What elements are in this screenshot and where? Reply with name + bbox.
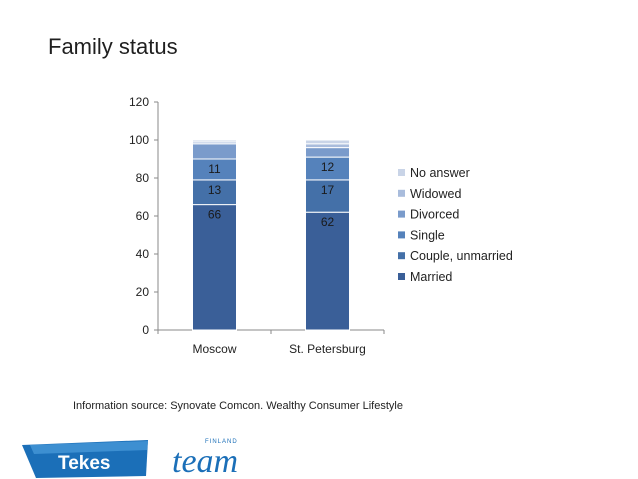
legend-label: Single [410, 228, 445, 242]
x-tick-label: St. Petersburg [289, 342, 366, 356]
bar-data-label: 66 [208, 208, 222, 222]
legend-swatch [398, 169, 405, 176]
bar-segment [305, 139, 350, 145]
footer-logos: Tekes team FINLAND [22, 439, 238, 479]
bar-data-label: 17 [321, 183, 335, 197]
bar-data-label: 13 [208, 183, 222, 197]
bar-segment [192, 143, 237, 160]
tekes-logo: Tekes [22, 440, 148, 478]
y-tick-label: 0 [142, 323, 149, 337]
bar-segment [305, 143, 350, 149]
bar-segment [305, 179, 350, 213]
finland-logo-text: FINLAND [205, 439, 238, 445]
legend-swatch [398, 273, 405, 280]
y-tick-label: 100 [129, 133, 149, 147]
bar-data-label: 12 [321, 160, 335, 174]
legend-label: Married [410, 270, 452, 284]
legend-swatch [398, 210, 405, 218]
y-tick-label: 40 [136, 247, 150, 261]
x-tick-label: Moscow [192, 342, 236, 356]
y-axis: 0 20 40 60 80 100 120 [129, 95, 159, 337]
page-title: Family status [48, 34, 178, 59]
bar-segment [192, 204, 237, 331]
team-logo-text: team [172, 443, 238, 479]
team-finland-logo: team FINLAND [172, 439, 238, 479]
y-tick-label: 20 [136, 285, 150, 299]
legend-swatch [398, 231, 405, 239]
source-note: Information source: Synovate Comcon. Wea… [73, 400, 403, 412]
bar-data-label: 62 [321, 215, 335, 229]
bar-segment [305, 211, 350, 331]
legend: No answer Widowed Divorced Single Couple, un… [398, 166, 513, 284]
tekes-logo-text: Tekes [58, 453, 110, 474]
bar-stacks: 66 13 11 62 17 12 [192, 139, 350, 331]
y-tick-label: 60 [136, 209, 150, 223]
legend-label: Divorced [410, 208, 459, 222]
y-tick-label: 120 [129, 95, 149, 109]
legend-label: No answer [410, 166, 470, 180]
bar-segment [192, 139, 237, 143]
legend-swatch [398, 252, 405, 260]
bar-segment [305, 147, 350, 158]
bar-data-label: 11 [208, 162, 221, 176]
legend-label: Couple, unmarried [410, 249, 513, 263]
bar-segment [192, 179, 237, 206]
y-tick-label: 80 [136, 171, 150, 185]
legend-swatch [398, 189, 405, 197]
legend-label: Widowed [410, 187, 461, 201]
x-axis: Moscow St. Petersburg [157, 329, 385, 356]
